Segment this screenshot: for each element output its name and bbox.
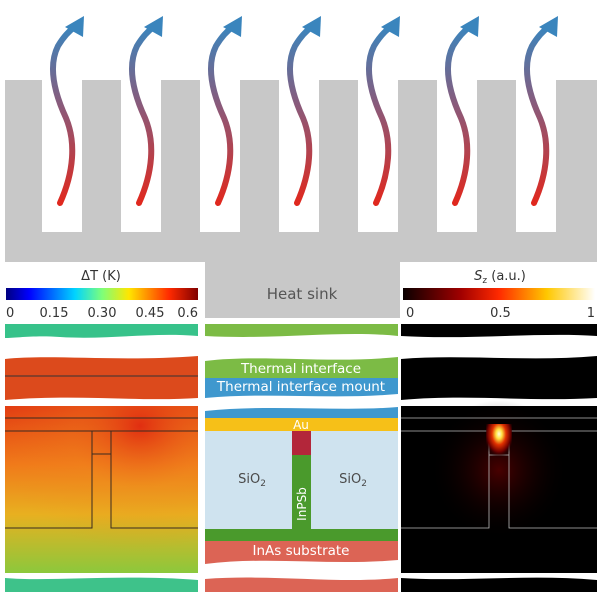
- mount-lower-sliver: [205, 407, 398, 418]
- poynting-colorbar-title: Sz (a.u.): [474, 269, 526, 286]
- sz-interface-band: [401, 356, 597, 400]
- sz-glow: [429, 400, 569, 540]
- heat-flow-arrow-icon: [49, 16, 84, 206]
- poynting-colorbar-tick-label: 0: [406, 306, 414, 321]
- sz-top-strip: [401, 324, 597, 338]
- thermal-interface-label: Thermal interface: [240, 361, 361, 377]
- temp-interface-band: [5, 356, 198, 400]
- temperature-map-panel: [5, 324, 198, 592]
- temperature-colorbar-tick-label: 0.30: [88, 306, 117, 321]
- sio2-left-sub: 2: [260, 479, 266, 489]
- heat-flow-arrows: [49, 16, 558, 206]
- inpsb-pillar: [292, 455, 311, 529]
- layer-stack-panel: Thermal interface Thermal interface moun…: [205, 324, 398, 592]
- heat-flow-arrow-icon: [128, 16, 163, 206]
- poynting-map-panel: [401, 324, 597, 592]
- substrate-bottom-strip: [205, 577, 398, 592]
- thermal-interface-mount-label: Thermal interface mount: [216, 379, 385, 395]
- heat-sink-label: Heat sink: [267, 285, 338, 303]
- sio2-left-base: SiO: [238, 472, 260, 487]
- poynting-colorbar: Sz (a.u.) 0 0.5 1: [403, 269, 595, 321]
- sz-hotspot: [486, 424, 512, 464]
- sio2-right-base: SiO: [339, 472, 361, 487]
- inas-substrate-layer: [205, 541, 398, 564]
- poynting-title-unit: (a.u.): [487, 269, 526, 284]
- poynting-colorbar-gradient: [403, 288, 595, 300]
- sz-bottom-strip: [401, 577, 597, 592]
- heat-flow-arrow-icon: [286, 16, 321, 206]
- temperature-colorbar-tick-label: 0.45: [136, 306, 165, 321]
- temp-bottom-strip: [5, 577, 198, 592]
- temp-device-outline: [5, 417, 198, 529]
- heat-flow-arrow-icon: [444, 16, 479, 206]
- heat-sink: Heat sink: [5, 80, 597, 318]
- temperature-colorbar-tick-label: 0.15: [40, 306, 69, 321]
- heat-flow-arrow-icon: [523, 16, 558, 206]
- au-label: Au: [293, 418, 309, 432]
- temperature-colorbar: ΔT (K) 0 0.15 0.30 0.45 0.6: [6, 269, 198, 321]
- temperature-colorbar-title: ΔT (K): [81, 269, 121, 284]
- sio2-right-sub: 2: [361, 479, 367, 489]
- inpsb-pillar-top: [292, 431, 311, 455]
- temperature-colorbar-tick-label: 0.6: [177, 306, 198, 321]
- temperature-colorbar-tick-label: 0: [6, 306, 14, 321]
- poynting-title-subscript: z: [482, 276, 487, 286]
- inpsb-label: InPSb: [295, 487, 309, 521]
- thermal-interface-mount-layer: [205, 378, 398, 398]
- inas-substrate-label: InAs substrate: [252, 543, 349, 559]
- temp-device-hotspot: [5, 406, 198, 573]
- heat-flow-arrow-icon: [207, 16, 242, 206]
- temperature-colorbar-gradient: [6, 288, 198, 300]
- sio2-left-label: SiO2: [238, 472, 266, 489]
- poynting-title-symbol: S: [474, 269, 482, 284]
- au-layer: [205, 418, 398, 431]
- poynting-colorbar-tick-label: 1: [587, 306, 595, 321]
- temp-top-strip: [5, 324, 198, 338]
- heat-sink-body: [5, 80, 597, 318]
- sio2-right-label: SiO2: [339, 472, 367, 489]
- inpsb-base-layer: [205, 529, 398, 541]
- heat-flow-arrow-icon: [365, 16, 400, 206]
- thermal-interface-layer: [205, 357, 398, 378]
- poynting-colorbar-tick-label: 0.5: [490, 306, 511, 321]
- thermal-interface-top-band: [205, 324, 398, 337]
